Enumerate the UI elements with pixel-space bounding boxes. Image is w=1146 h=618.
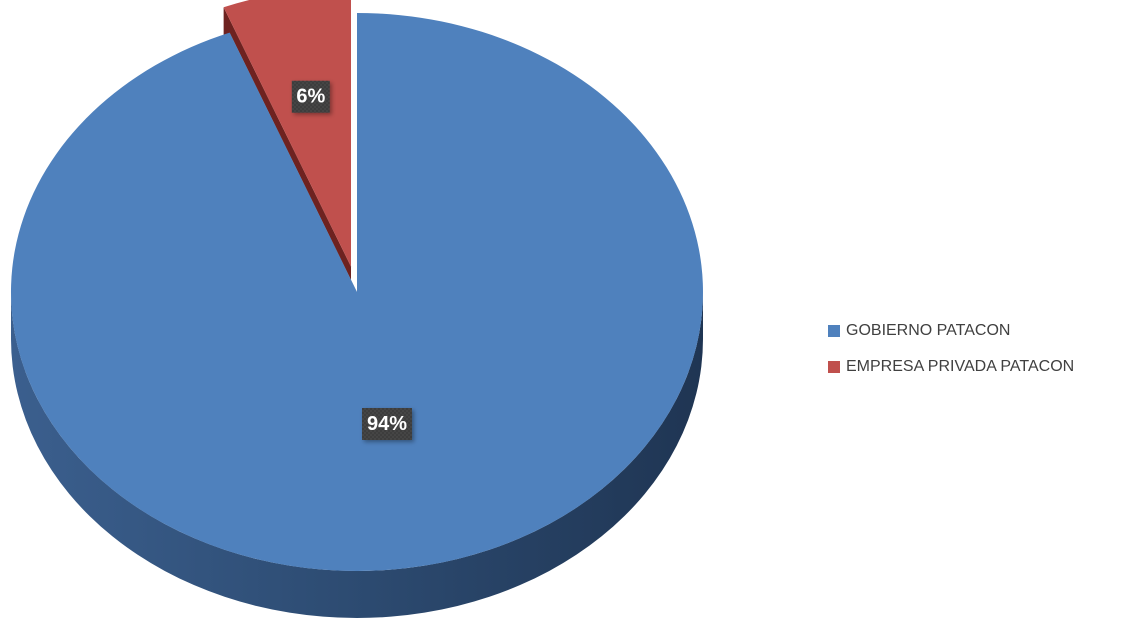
data-label-empresa-privada: 6% — [291, 80, 330, 113]
legend-swatch-empresa-privada — [828, 361, 840, 373]
data-label-box — [362, 408, 412, 440]
data-label-text: 6% — [296, 86, 325, 108]
legend-swatch-gobierno — [828, 325, 840, 337]
data-label-box — [291, 80, 330, 113]
legend-item-empresa-privada: EMPRESA PRIVADA PATACON — [828, 357, 1146, 377]
legend-label-gobierno: GOBIERNO PATACON — [846, 322, 1011, 339]
legend-label-empresa-privada: EMPRESA PRIVADA PATACON — [846, 358, 1075, 375]
data-label-gobierno: 94% — [362, 408, 412, 440]
slice-empresa-privada — [223, 0, 351, 267]
slice-gobierno — [10, 13, 703, 571]
slice-side-gobierno — [11, 292, 703, 618]
legend: GOBIERNO PATACON EMPRESA PRIVADA PATACON — [828, 321, 1146, 393]
data-label-text: 94% — [367, 413, 407, 435]
legend-item-gobierno: GOBIERNO PATACON — [828, 321, 1146, 341]
